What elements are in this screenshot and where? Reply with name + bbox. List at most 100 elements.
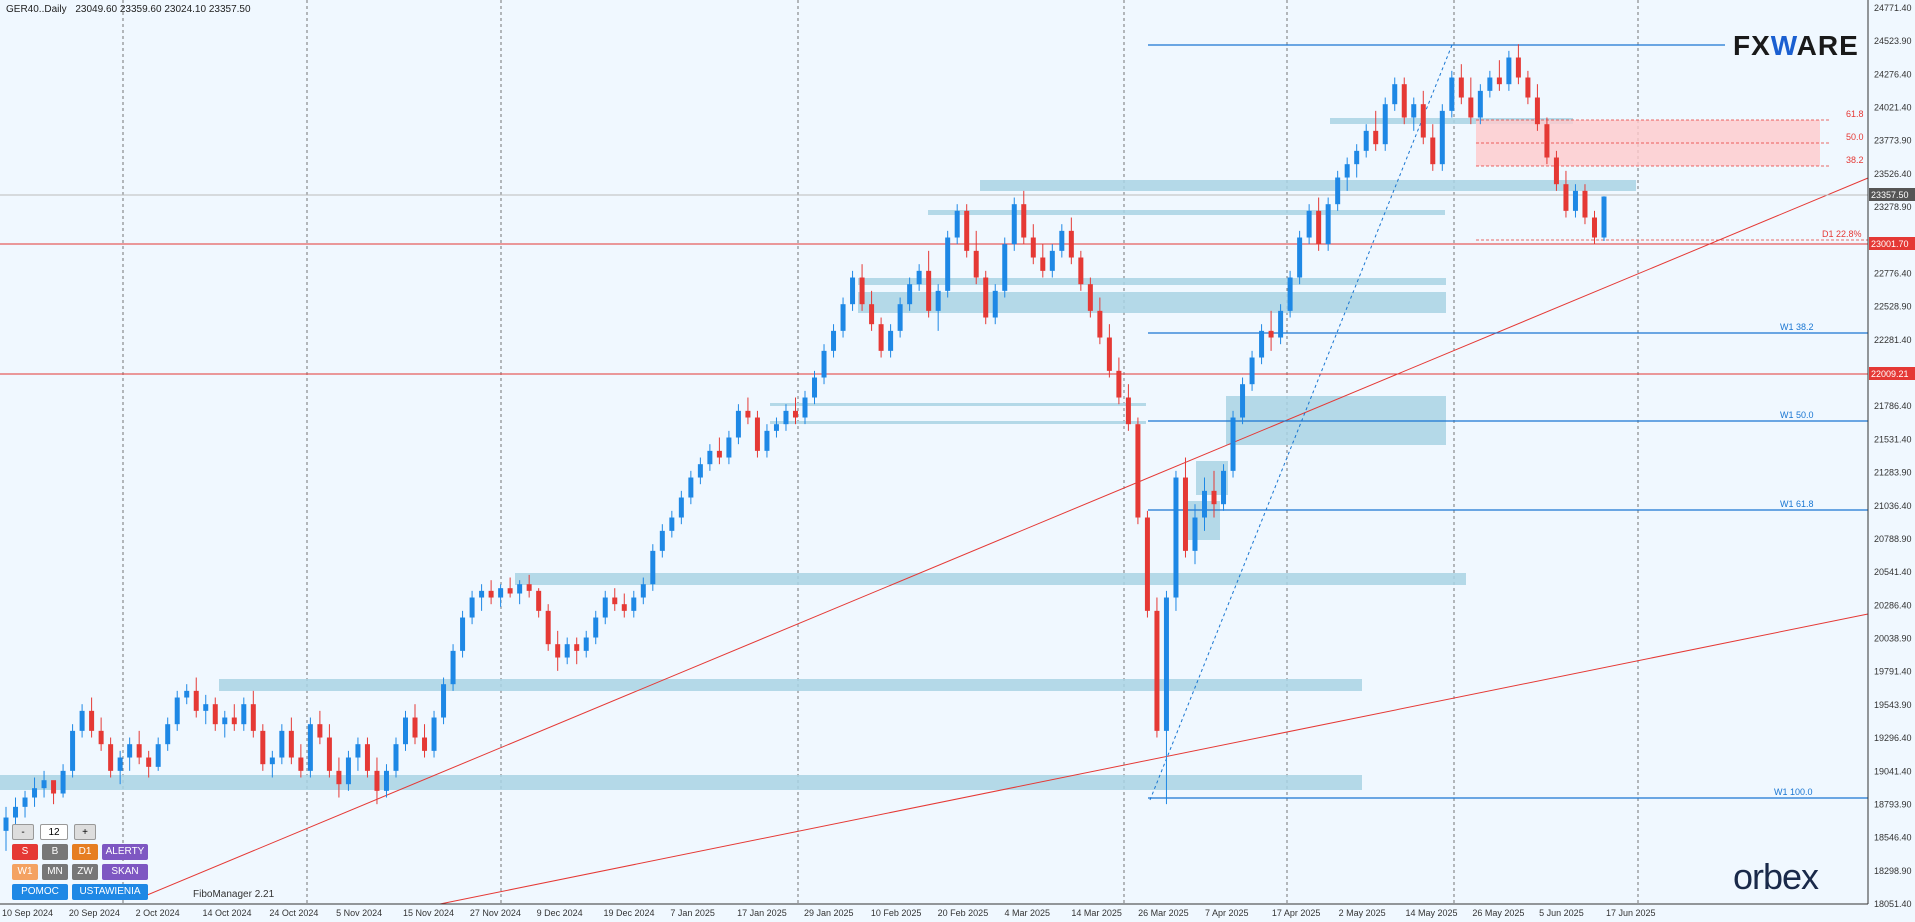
ustawienia-button[interactable]: USTAWIENIA — [72, 884, 148, 900]
candle-body — [555, 644, 561, 658]
candle-body — [678, 497, 684, 518]
candle-body — [935, 290, 941, 311]
candle — [859, 264, 865, 311]
candle-body — [707, 450, 713, 465]
candle-body — [1202, 490, 1207, 518]
skan-button[interactable]: SKAN — [102, 864, 148, 880]
candle — [517, 580, 523, 605]
candle-body — [212, 704, 218, 725]
candle-body — [926, 270, 932, 311]
candle — [688, 470, 694, 505]
time-tick: 10 Sep 2024 — [2, 908, 53, 918]
time-tick: 10 Feb 2025 — [871, 908, 922, 918]
candle — [403, 710, 408, 751]
candle — [1468, 77, 1474, 125]
zw-button[interactable]: ZW — [72, 864, 98, 880]
candle — [345, 750, 351, 791]
candle-body — [89, 710, 95, 731]
candle — [1325, 197, 1331, 251]
s-button[interactable]: S — [12, 844, 38, 860]
candle — [735, 404, 741, 445]
candle-body — [431, 717, 437, 751]
candle-body — [1125, 397, 1131, 425]
increase-button[interactable]: + — [74, 824, 96, 840]
candle — [1144, 510, 1150, 618]
candle — [1506, 50, 1512, 91]
zone — [980, 180, 1636, 191]
candle — [1221, 464, 1227, 511]
red-trendline — [139, 177, 1869, 899]
fib-retracement-zone — [1476, 119, 1868, 241]
candle-body — [888, 330, 894, 351]
candle-body — [754, 417, 760, 451]
candle — [1040, 244, 1046, 278]
candle — [1173, 470, 1179, 611]
candle — [1534, 84, 1540, 131]
candle — [1439, 104, 1445, 171]
candle — [1011, 197, 1017, 251]
price-tick: 24276.40 — [1874, 69, 1912, 79]
candle-body — [222, 717, 228, 725]
d1-button[interactable]: D1 — [72, 844, 98, 860]
mn-button[interactable]: MN — [42, 864, 68, 880]
candle-body — [174, 697, 180, 725]
candle — [1316, 197, 1322, 251]
candle-body — [1525, 77, 1531, 98]
candle-body — [983, 277, 989, 318]
time-tick: 20 Sep 2024 — [69, 908, 120, 918]
candle-body — [1591, 217, 1597, 238]
w1-button[interactable]: W1 — [12, 864, 38, 880]
candle — [1354, 144, 1360, 178]
candle-body — [393, 744, 399, 771]
candle — [555, 630, 561, 671]
time-tick: 19 Dec 2024 — [604, 908, 655, 918]
candle-body — [136, 744, 142, 758]
candle-body — [545, 610, 551, 645]
price-tick: 23526.40 — [1874, 169, 1912, 179]
candle-body — [1182, 477, 1188, 551]
b-button[interactable]: B — [42, 844, 68, 860]
candle — [231, 704, 237, 731]
candle — [488, 580, 494, 605]
candle-body — [60, 770, 66, 794]
price-tick: 24523.90 — [1874, 36, 1912, 46]
candle — [70, 724, 76, 778]
candle — [1306, 204, 1312, 245]
candle-body — [231, 717, 237, 725]
candle — [716, 437, 722, 465]
candle — [507, 577, 513, 598]
candle-body — [1106, 337, 1112, 371]
pomoc-button[interactable]: POMOC — [12, 884, 68, 900]
candle — [1002, 237, 1008, 298]
fxware-logo: FXWARE — [1733, 30, 1859, 61]
candle — [564, 637, 570, 665]
price-tick: 20286.40 — [1874, 600, 1912, 610]
candle-body — [992, 290, 998, 318]
alerty-button[interactable]: ALERTY — [102, 844, 148, 860]
candle — [1154, 597, 1160, 738]
candle — [954, 204, 960, 245]
candle — [355, 737, 361, 771]
candle-body — [564, 644, 570, 658]
candle — [1449, 70, 1455, 118]
price-tick: 24021.40 — [1874, 103, 1912, 113]
candle-body — [146, 757, 152, 767]
price-tick: 21036.40 — [1874, 501, 1912, 511]
candle-body — [479, 590, 485, 598]
candle-body — [1601, 196, 1607, 238]
candle-body — [612, 597, 618, 605]
candle — [1278, 304, 1284, 345]
current-price-label: 23357.50 — [1871, 190, 1909, 200]
time-tick: 15 Nov 2024 — [403, 908, 454, 918]
candle — [831, 324, 837, 358]
candle — [1125, 384, 1131, 431]
candle — [1135, 417, 1141, 525]
candle — [992, 284, 998, 325]
candle — [441, 677, 447, 725]
candle-body — [764, 430, 770, 451]
period-value[interactable]: 12 — [40, 824, 68, 840]
decrease-button[interactable]: - — [12, 824, 34, 840]
candle-body — [355, 744, 361, 758]
red-level-label-bg — [1869, 237, 1915, 250]
